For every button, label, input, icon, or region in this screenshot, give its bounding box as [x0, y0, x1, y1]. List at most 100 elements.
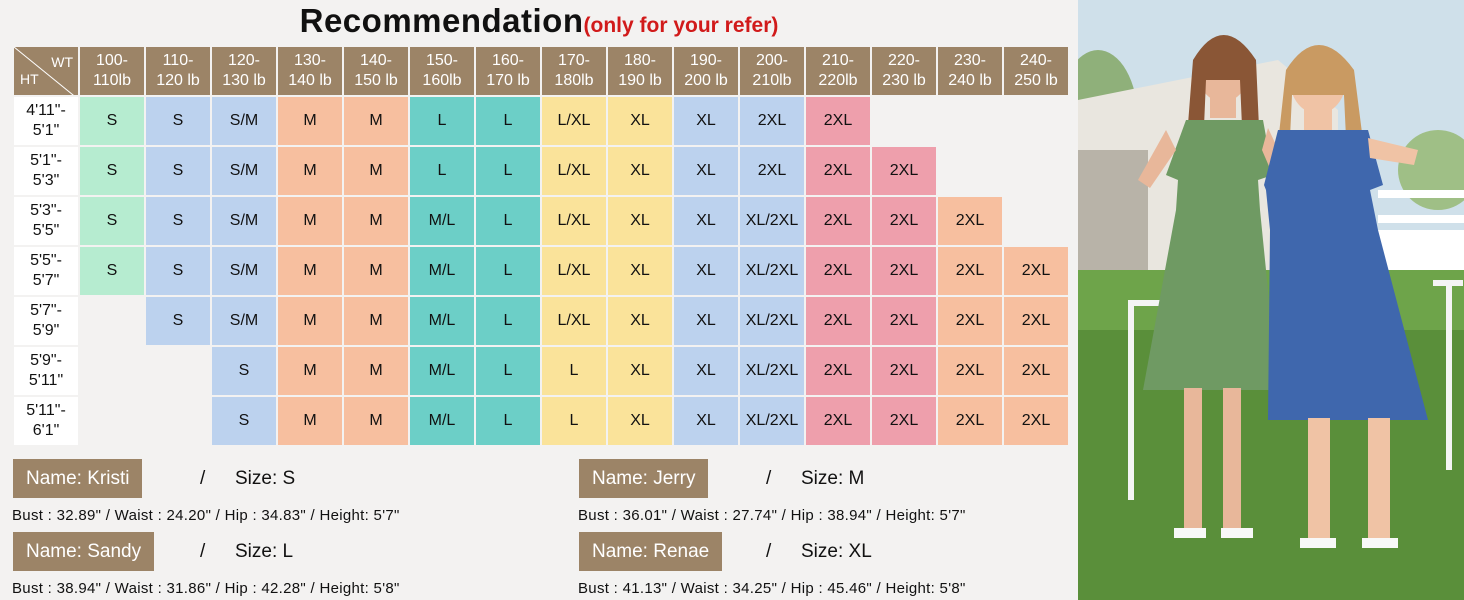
size-cell: 2XL: [938, 197, 1002, 245]
size-cell: M: [344, 247, 408, 295]
model-size: Size: M: [801, 468, 865, 489]
size-cell: 2XL: [938, 297, 1002, 345]
size-cell: XL: [674, 97, 738, 145]
size-cell: XL: [608, 247, 672, 295]
model-measurements: Bust : 38.94" / Waist : 31.86" / Hip : 4…: [12, 580, 400, 597]
model-size: Size: XL: [801, 541, 872, 562]
size-cell: M: [344, 197, 408, 245]
model-name-badge: Name: Renae: [579, 532, 723, 571]
size-cell: XL: [674, 397, 738, 445]
size-cell: S: [146, 247, 210, 295]
weight-header: 100- 110lb: [80, 47, 144, 95]
model-name-badge: Name: Sandy: [13, 532, 155, 571]
size-cell: L: [476, 347, 540, 395]
size-cell: M/L: [410, 297, 474, 345]
size-cell: M: [278, 397, 342, 445]
size-cell: 2XL: [872, 197, 936, 245]
size-cell: M: [344, 347, 408, 395]
weight-header: 120- 130 lb: [212, 47, 276, 95]
model-size: Size: L: [235, 541, 294, 562]
size-cell: L/XL: [542, 297, 606, 345]
size-cell: L: [476, 147, 540, 195]
size-cell: 2XL: [1004, 247, 1068, 295]
model-green-dress: [1138, 35, 1288, 538]
model-measurements: Bust : 32.89" / Waist : 24.20" / Hip : 3…: [12, 507, 400, 524]
height-label: 5'5"- 5'7": [14, 247, 78, 295]
height-label: 5'1"- 5'3": [14, 147, 78, 195]
size-cell: XL: [674, 297, 738, 345]
size-cell: S: [146, 297, 210, 345]
size-cell: L: [476, 297, 540, 345]
size-cell: 2XL: [740, 147, 804, 195]
size-cell: M/L: [410, 397, 474, 445]
size-cell: L: [476, 247, 540, 295]
size-cell: M/L: [410, 197, 474, 245]
model-photo: [1078, 0, 1464, 600]
subtitle-text: (only for your refer): [583, 14, 779, 37]
height-label: 5'3"- 5'5": [14, 197, 78, 245]
separator-slash: /: [766, 541, 772, 562]
weight-header: 170- 180lb: [542, 47, 606, 95]
model-measurements: Bust : 36.01" / Waist : 27.74" / Hip : 3…: [578, 507, 966, 524]
size-cell: M/L: [410, 347, 474, 395]
height-axis-label: HT: [20, 71, 39, 87]
size-cell: 2XL: [872, 147, 936, 195]
chart-title: Recommendation(only for your refer): [0, 2, 1078, 40]
empty-cell: [80, 347, 144, 395]
weight-header: 160- 170 lb: [476, 47, 540, 95]
size-cell: 2XL: [938, 347, 1002, 395]
size-row: 5'1"- 5'3" S S S/M M M L L L/XL XL XL 2XL 2XL 2XL: [14, 147, 1068, 195]
size-cell: S/M: [212, 197, 276, 245]
model-measurements: Bust : 41.13" / Waist : 34.25" / Hip : 4…: [578, 580, 966, 597]
size-cell: XL: [608, 347, 672, 395]
empty-cell: [80, 297, 144, 345]
size-cell: XL: [608, 147, 672, 195]
size-cell: M: [344, 97, 408, 145]
size-cell: L/XL: [542, 97, 606, 145]
size-cell: 2XL: [1004, 397, 1068, 445]
size-cell: 2XL: [806, 97, 870, 145]
empty-cell: [1004, 97, 1068, 145]
separator-slash: /: [766, 468, 772, 489]
size-cell: XL/2XL: [740, 397, 804, 445]
weight-header: 180- 190 lb: [608, 47, 672, 95]
weight-header: 190- 200 lb: [674, 47, 738, 95]
size-cell: S: [80, 247, 144, 295]
empty-cell: [938, 97, 1002, 145]
size-cell: S: [212, 397, 276, 445]
weight-header-row: WT HT 100- 110lb 110- 120 lb 120- 130 lb 130- 1…: [14, 47, 1068, 95]
size-cell: S/M: [212, 97, 276, 145]
size-cell: S: [80, 97, 144, 145]
size-cell: M: [278, 97, 342, 145]
size-cell: S: [80, 197, 144, 245]
size-cell: L: [410, 97, 474, 145]
size-chart-panel: Recommendation(only for your refer) WT H…: [0, 0, 1078, 600]
size-cell: 2XL: [938, 247, 1002, 295]
height-label: 5'7"- 5'9": [14, 297, 78, 345]
size-cell: 2XL: [872, 347, 936, 395]
separator-slash: /: [200, 541, 206, 562]
size-cell: S/M: [212, 247, 276, 295]
size-cell: M: [344, 147, 408, 195]
size-cell: L: [476, 97, 540, 145]
size-cell: 2XL: [938, 397, 1002, 445]
size-cell: XL: [608, 397, 672, 445]
size-cell: XL/2XL: [740, 247, 804, 295]
diagonal-divider-icon: [14, 47, 74, 95]
size-cell: 2XL: [872, 397, 936, 445]
size-cell: XL/2XL: [740, 197, 804, 245]
empty-cell: [146, 347, 210, 395]
weight-header: 210- 220lb: [806, 47, 870, 95]
size-row: 4'11"- 5'1" S S S/M M M L L L/XL XL XL 2XL 2XL: [14, 97, 1068, 145]
size-cell: 2XL: [806, 347, 870, 395]
size-cell: M: [344, 297, 408, 345]
size-cell: 2XL: [872, 247, 936, 295]
size-cell: 2XL: [872, 297, 936, 345]
title-text: Recommendation: [299, 2, 584, 39]
size-cell: L/XL: [542, 247, 606, 295]
fence-rail-bottom: [1378, 215, 1464, 223]
weight-header: 110- 120 lb: [146, 47, 210, 95]
separator-slash: /: [200, 468, 206, 489]
fence-rail-top: [1378, 190, 1464, 198]
size-cell: 2XL: [1004, 297, 1068, 345]
